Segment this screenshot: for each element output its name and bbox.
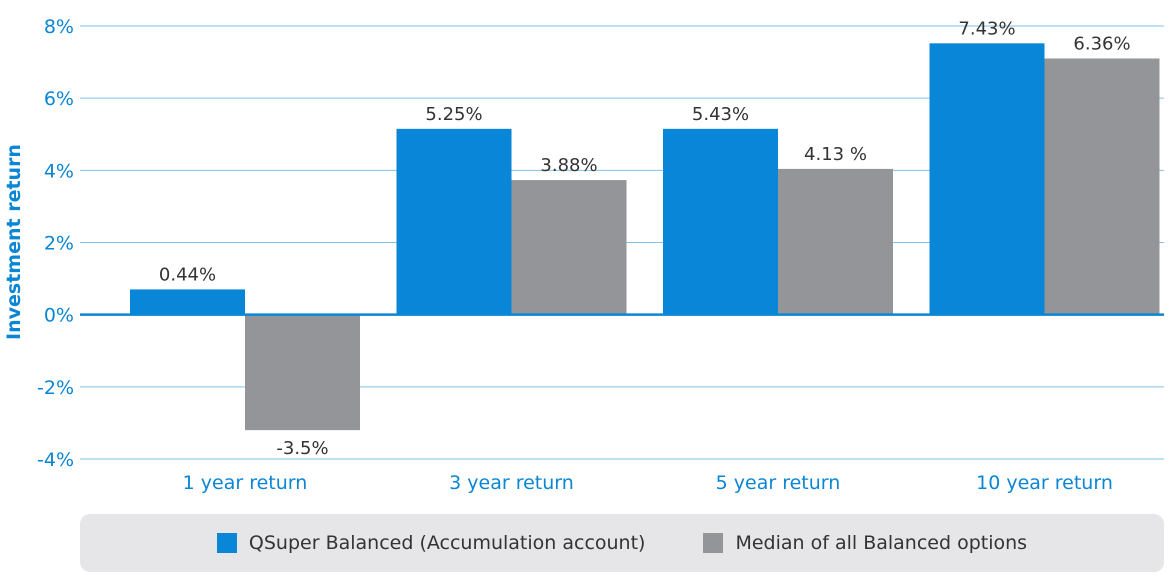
bar-chart: 8% 6% 4% 2% 0% -2% -4% Investment return 0.44% -3… xyxy=(3,16,1164,494)
y-axis-title: Investment return xyxy=(3,144,25,340)
data-label: 4.13 % xyxy=(804,144,867,165)
legend-label-qsuper: QSuper Balanced (Accumulation account) xyxy=(248,532,646,554)
data-label: 0.44% xyxy=(159,264,216,285)
bar-qsuper xyxy=(130,289,245,315)
x-category-label: 5 year return xyxy=(716,472,841,494)
bar-median xyxy=(511,180,627,315)
y-tick-label: 2% xyxy=(44,233,74,255)
x-category-label: 3 year return xyxy=(449,472,574,494)
bar-median xyxy=(1044,58,1160,315)
y-tick-label: -2% xyxy=(37,377,74,399)
bar-qsuper xyxy=(929,43,1045,315)
x-category-label: 1 year return xyxy=(183,472,308,494)
data-label: 5.25% xyxy=(425,104,482,125)
y-tick-label: -4% xyxy=(37,449,74,471)
legend-label-median: Median of all Balanced options xyxy=(735,532,1028,554)
bar-qsuper xyxy=(396,128,512,315)
data-label: 5.43% xyxy=(692,104,749,125)
legend-item-median: Median of all Balanced options xyxy=(703,532,1027,554)
x-category-label: 10 year return xyxy=(976,472,1113,494)
y-tick-label: 6% xyxy=(44,88,74,110)
bar-median xyxy=(245,314,360,431)
legend-swatch-qsuper xyxy=(216,533,237,553)
bar-qsuper xyxy=(663,128,778,315)
data-label: -3.5% xyxy=(276,438,328,459)
data-label: 7.43% xyxy=(958,18,1015,39)
legend-item-qsuper: QSuper Balanced (Accumulation account) xyxy=(216,532,646,554)
y-tick-label: 8% xyxy=(44,16,74,38)
bar-median xyxy=(778,168,893,315)
y-tick-label: 0% xyxy=(44,305,74,327)
data-label: 3.88% xyxy=(540,155,597,176)
y-tick-label: 4% xyxy=(44,160,74,182)
legend: QSuper Balanced (Accumulation account) M… xyxy=(80,514,1164,572)
legend-swatch-median xyxy=(703,533,724,553)
data-label: 6.36% xyxy=(1073,33,1130,54)
